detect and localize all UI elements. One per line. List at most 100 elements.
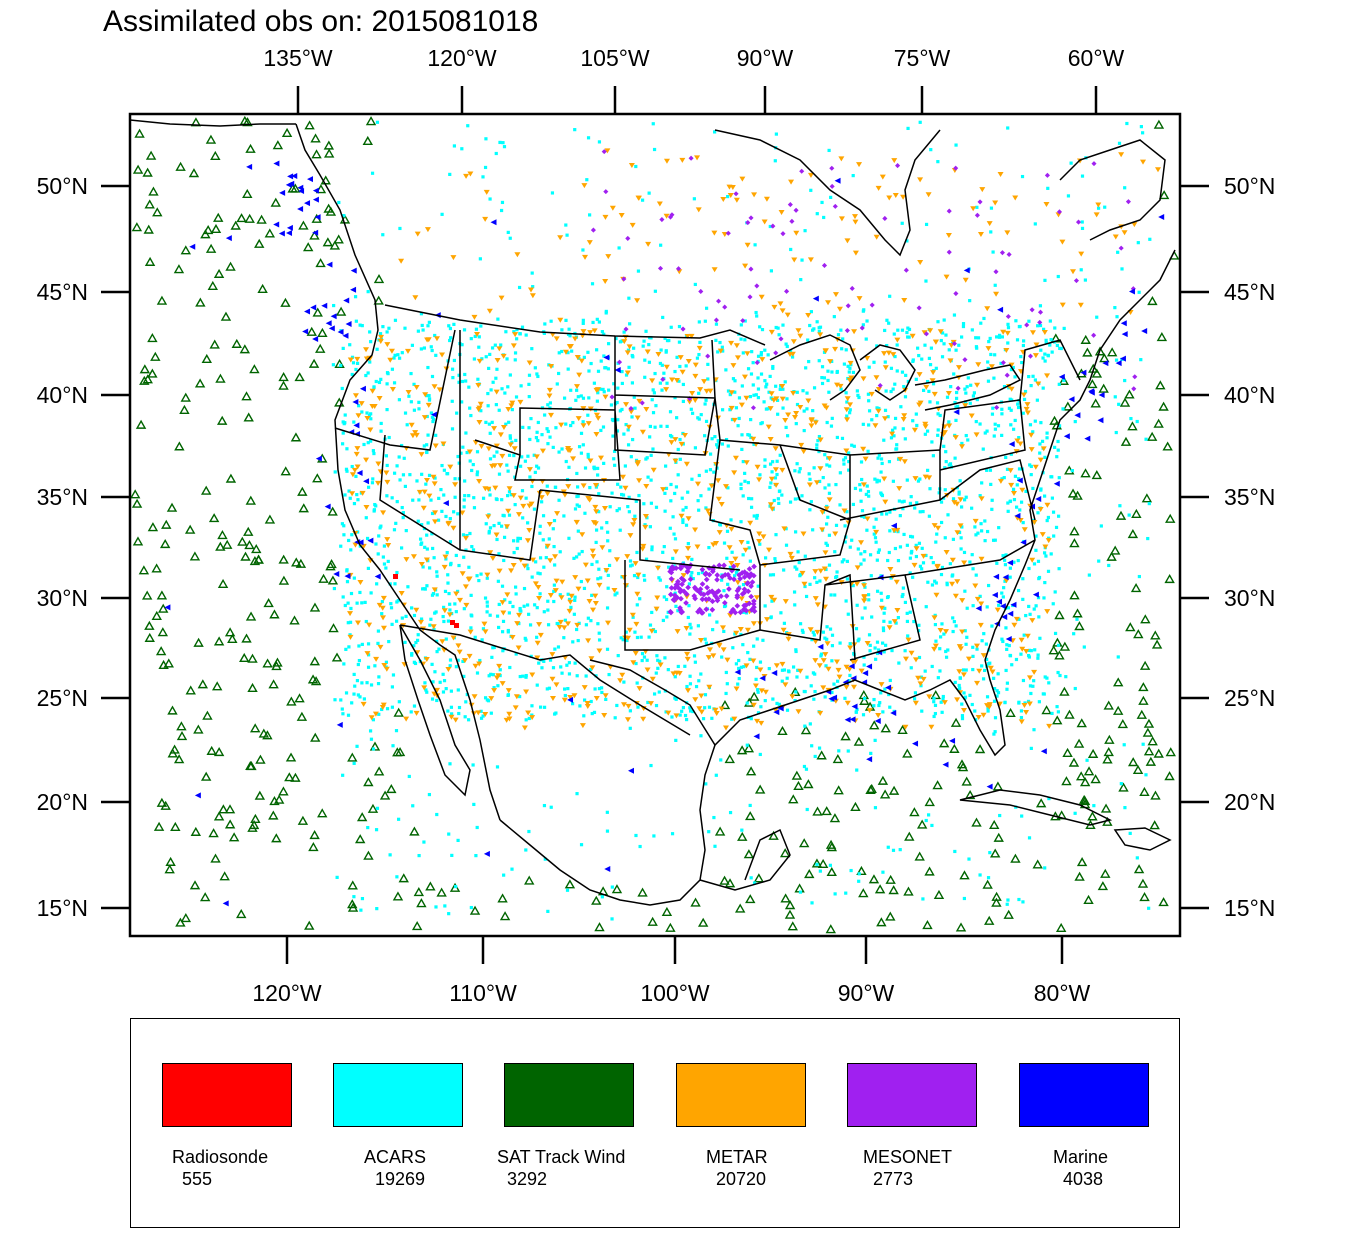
acars-marker [993, 687, 997, 691]
acars-marker [503, 598, 507, 602]
acars-marker [1022, 339, 1026, 343]
sat-wind-marker [916, 819, 928, 829]
acars-marker [1046, 186, 1050, 190]
metar-marker [843, 407, 850, 413]
acars-marker [823, 486, 827, 490]
acars-marker [862, 663, 866, 667]
acars-marker [651, 447, 655, 451]
acars-marker [707, 830, 711, 834]
metar-marker [1018, 637, 1025, 643]
acars-marker [1051, 602, 1055, 606]
legend-count: 19269 [375, 1169, 426, 1189]
metar-marker [688, 333, 695, 339]
metar-marker [624, 350, 631, 356]
acars-marker [768, 374, 772, 378]
acars-marker [759, 353, 763, 357]
metar-marker [1093, 212, 1100, 218]
sat-wind-marker [138, 565, 150, 575]
acars-marker [431, 546, 435, 551]
acars-marker [1057, 424, 1062, 428]
metar-marker [448, 714, 455, 720]
sat-wind-marker [244, 540, 255, 550]
acars-marker [875, 413, 879, 418]
acars-marker [434, 433, 438, 437]
acars-marker [880, 492, 884, 497]
metar-marker [482, 629, 489, 635]
acars-marker [953, 680, 957, 684]
acars-marker [905, 543, 909, 547]
metar-marker [485, 486, 492, 492]
acars-marker [956, 404, 960, 408]
acars-marker [452, 510, 456, 514]
acars-marker [649, 478, 653, 482]
metar-marker [380, 615, 387, 621]
acars-marker [411, 804, 415, 808]
acars-marker [653, 629, 657, 634]
acars-marker [648, 525, 652, 529]
acars-marker [510, 440, 514, 444]
sat-wind-marker [156, 295, 168, 305]
acars-marker [799, 278, 803, 282]
acars-marker [392, 381, 397, 385]
acars-marker [1036, 653, 1040, 657]
acars-marker [940, 710, 944, 714]
acars-marker [684, 364, 688, 368]
acars-marker [681, 520, 685, 525]
acars-marker [1113, 306, 1117, 310]
metar-marker [875, 185, 882, 191]
acars-marker [911, 575, 915, 579]
sat-wind-marker [317, 808, 328, 818]
metar-marker [485, 446, 492, 452]
acars-marker [863, 606, 867, 610]
metar-marker [686, 399, 693, 405]
acars-marker [794, 422, 798, 426]
sat-wind-marker [866, 783, 877, 793]
mesonet-marker [709, 606, 716, 613]
acars-marker [782, 621, 787, 625]
metar-marker [570, 456, 577, 462]
metar-marker [763, 196, 770, 202]
acars-marker [634, 661, 638, 666]
acars-marker [526, 567, 530, 571]
acars-marker [888, 510, 892, 514]
marine-marker [330, 313, 337, 320]
marine-marker [345, 320, 352, 327]
metar-marker [642, 524, 649, 530]
acars-marker [548, 658, 553, 662]
acars-marker [841, 337, 845, 341]
acars-marker [419, 617, 424, 621]
acars-marker [973, 709, 977, 713]
acars-marker [798, 622, 803, 626]
acars-marker [364, 516, 368, 520]
acars-marker [377, 534, 381, 538]
acars-marker [506, 385, 510, 389]
acars-marker [622, 330, 626, 334]
metar-marker [1037, 506, 1044, 512]
acars-marker [945, 583, 949, 587]
acars-marker [457, 711, 461, 716]
acars-marker [385, 494, 389, 498]
acars-marker [1005, 647, 1009, 651]
acars-marker [565, 233, 569, 237]
acars-marker [829, 195, 833, 199]
sat-wind-marker [879, 789, 891, 799]
acars-marker [575, 388, 579, 392]
acars-marker [574, 398, 578, 402]
acars-marker [688, 622, 692, 626]
acars-marker [1028, 612, 1032, 616]
sat-wind-marker [826, 866, 837, 877]
acars-marker [997, 335, 1002, 339]
acars-marker [508, 236, 512, 240]
acars-marker [823, 453, 827, 457]
acars-marker [437, 496, 441, 501]
acars-marker [833, 593, 837, 597]
metar-marker [471, 314, 478, 320]
acars-marker [808, 722, 812, 726]
acars-marker [1062, 326, 1066, 331]
sat-wind-marker [294, 693, 305, 703]
metar-marker [860, 376, 867, 382]
acars-marker [1055, 455, 1059, 459]
acars-marker [926, 468, 930, 472]
acars-marker [768, 224, 772, 229]
metar-marker [683, 594, 690, 600]
